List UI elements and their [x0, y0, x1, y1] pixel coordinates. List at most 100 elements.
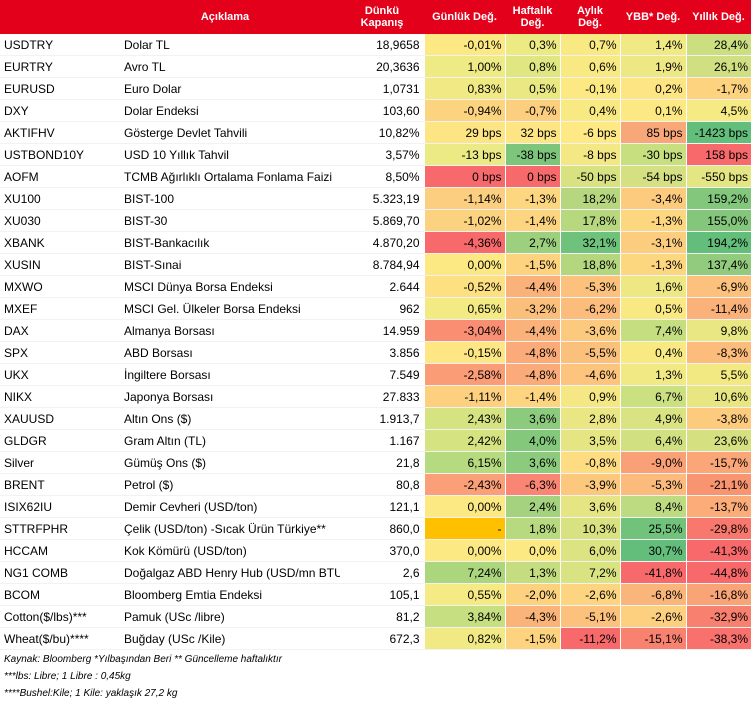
cell-close: 14.959 [340, 319, 424, 342]
cell-daily-change: -1,14% [423, 187, 505, 210]
table-row: Cotton($/lbs)*** Pamuk (USc /libre) 81,2 3,… [0, 605, 751, 628]
cell-yearly-change: 26,1% [685, 55, 751, 78]
cell-yearly-change: -29,8% [685, 517, 751, 540]
cell-yearly-change: -15,7% [685, 451, 751, 474]
cell-monthly-change: -2,6% [559, 583, 620, 606]
cell-weekly-change: -4,8% [504, 341, 560, 364]
cell-ytd-change: -2,6% [619, 605, 686, 628]
cell-code: BCOM [0, 583, 122, 606]
cell-close: 860,0 [340, 517, 424, 540]
cell-yearly-change: 23,6% [685, 429, 751, 452]
cell-ytd-change: -6,8% [619, 583, 686, 606]
cell-close: 5.869,70 [340, 209, 424, 232]
cell-description: İngiltere Borsası [122, 363, 340, 386]
cell-daily-change: -1,11% [423, 385, 505, 408]
cell-description: MSCI Gel. Ülkeler Borsa Endeksi [122, 297, 340, 320]
cell-close: 3.856 [340, 341, 424, 364]
cell-yearly-change: -3,8% [685, 407, 751, 430]
cell-daily-change: 2,42% [423, 429, 505, 452]
cell-daily-change: 0,65% [423, 297, 505, 320]
header-aylik: Aylık Değ. [560, 0, 620, 34]
cell-code: NG1 COMB [0, 561, 122, 584]
cell-weekly-change: -4,3% [504, 605, 560, 628]
cell-yearly-change: -1423 bps [685, 121, 751, 144]
cell-code: USTBOND10Y [0, 143, 122, 166]
cell-weekly-change: -4,4% [504, 319, 560, 342]
cell-ytd-change: 7,4% [619, 319, 686, 342]
cell-code: MXEF [0, 297, 122, 320]
table-row: BCOM Bloomberg Emtia Endeksi 105,1 0,55% -2,… [0, 583, 751, 606]
cell-yearly-change: 158 bps [685, 143, 751, 166]
cell-yearly-change: 28,4% [685, 34, 751, 56]
cell-yearly-change: -16,8% [685, 583, 751, 606]
cell-monthly-change: 3,6% [559, 495, 620, 518]
cell-description: Bloomberg Emtia Endeksi [122, 583, 340, 606]
cell-weekly-change: 2,4% [504, 495, 560, 518]
cell-ytd-change: 85 bps [619, 121, 686, 144]
cell-yearly-change: -550 bps [685, 165, 751, 188]
cell-ytd-change: -30 bps [619, 143, 686, 166]
cell-ytd-change: -54 bps [619, 165, 686, 188]
cell-weekly-change: -1,3% [504, 187, 560, 210]
cell-yearly-change: -21,1% [685, 473, 751, 496]
cell-daily-change: 0,00% [423, 253, 505, 276]
cell-code: SPX [0, 341, 122, 364]
cell-close: 1.167 [340, 429, 424, 452]
cell-ytd-change: 4,9% [619, 407, 686, 430]
cell-close: 21,8 [340, 451, 424, 474]
cell-monthly-change: -0,8% [559, 451, 620, 474]
cell-monthly-change: -11,2% [559, 627, 620, 650]
cell-weekly-change: -2,0% [504, 583, 560, 606]
table-row: AKTIFHV Gösterge Devlet Tahvili 10,82% 29 b… [0, 121, 751, 144]
cell-description: Gümüş Ons ($) [122, 451, 340, 474]
cell-ytd-change: 0,2% [619, 77, 686, 100]
cell-daily-change: 0 bps [423, 165, 505, 188]
cell-daily-change: 7,24% [423, 561, 505, 584]
cell-code: EURUSD [0, 77, 122, 100]
cell-monthly-change: -50 bps [559, 165, 620, 188]
cell-code: MXWO [0, 275, 122, 298]
cell-monthly-change: -5,5% [559, 341, 620, 364]
cell-description: ABD Borsası [122, 341, 340, 364]
cell-yearly-change: 155,0% [685, 209, 751, 232]
cell-weekly-change: -6,3% [504, 473, 560, 496]
cell-weekly-change: 32 bps [504, 121, 560, 144]
cell-description: Avro TL [122, 55, 340, 78]
cell-monthly-change: -4,6% [559, 363, 620, 386]
cell-code: XUSIN [0, 253, 122, 276]
cell-close: 7.549 [340, 363, 424, 386]
cell-ytd-change: 6,4% [619, 429, 686, 452]
cell-close: 2,6 [340, 561, 424, 584]
table-row: STTRFPHR Çelik (USD/ton) -Sıcak Ürün Türk… [0, 517, 751, 540]
cell-ytd-change: 30,7% [619, 539, 686, 562]
cell-close: 3,57% [340, 143, 424, 166]
cell-daily-change: 6,15% [423, 451, 505, 474]
cell-description: Petrol ($) [122, 473, 340, 496]
cell-close: 105,1 [340, 583, 424, 606]
cell-ytd-change: -1,3% [619, 209, 686, 232]
table-row: DAX Almanya Borsası 14.959 -3,04% -4,4% -3,6%… [0, 319, 751, 342]
footnote-line: Kaynak: Bloomberg *Yılbaşından Beri ** G… [4, 654, 282, 665]
cell-yearly-change: 194,2% [685, 231, 751, 254]
cell-description: BIST-Bankacılık [122, 231, 340, 254]
footnotes: Kaynak: Bloomberg *Yılbaşından Beri ** G… [0, 650, 751, 702]
cell-ytd-change: 0,5% [619, 297, 686, 320]
cell-code: DAX [0, 319, 122, 342]
cell-monthly-change: -5,1% [559, 605, 620, 628]
cell-weekly-change: -4,8% [504, 363, 560, 386]
table-row: SPX ABD Borsası 3.856 -0,15% -4,8% -5,5% 0,4% -… [0, 341, 751, 364]
header-dunku-kapanis: Dünkü Kapanış [340, 0, 424, 34]
cell-monthly-change: 17,8% [559, 209, 620, 232]
cell-daily-change: -0,52% [423, 275, 505, 298]
cell-code: NIKX [0, 385, 122, 408]
table-row: UKX İngiltere Borsası 7.549 -2,58% -4,8% -4,6… [0, 363, 751, 386]
cell-ytd-change: 0,4% [619, 341, 686, 364]
cell-ytd-change: 25,5% [619, 517, 686, 540]
header-gunluk: Günlük Değ. [424, 0, 505, 34]
cell-weekly-change: -1,4% [504, 209, 560, 232]
cell-monthly-change: 2,8% [559, 407, 620, 430]
cell-yearly-change: 159,2% [685, 187, 751, 210]
cell-yearly-change: 5,5% [685, 363, 751, 386]
cell-daily-change: - [423, 517, 505, 540]
cell-yearly-change: -41,3% [685, 539, 751, 562]
